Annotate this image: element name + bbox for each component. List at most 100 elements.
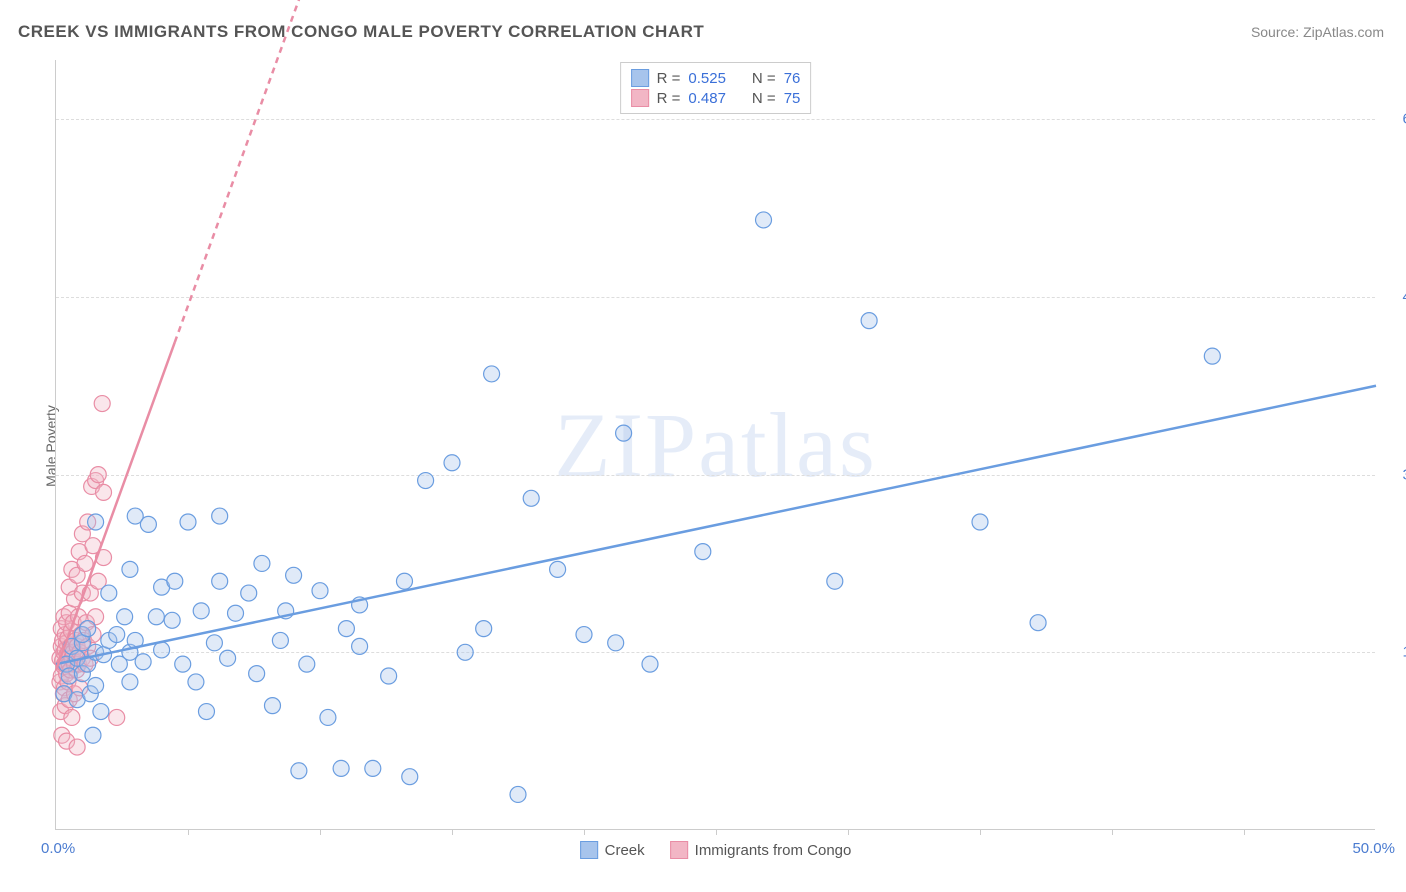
scatter-svg (56, 60, 1375, 829)
data-point (188, 674, 204, 690)
data-point (972, 514, 988, 530)
legend-r-value: 0.525 (688, 70, 726, 87)
x-tick-mark (848, 829, 849, 835)
legend-series-label: Immigrants from Congo (695, 842, 852, 859)
data-point (695, 544, 711, 560)
data-point (96, 484, 112, 500)
data-point (312, 583, 328, 599)
legend-swatch (580, 841, 598, 859)
legend-n-value: 75 (784, 90, 801, 107)
data-point (90, 467, 106, 483)
data-point (88, 514, 104, 530)
x-tick-mark (980, 829, 981, 835)
source-attribution: Source: ZipAtlas.com (1251, 24, 1384, 40)
legend-n-label: N = (752, 90, 776, 107)
data-point (642, 656, 658, 672)
data-point (193, 603, 209, 619)
data-point (1030, 615, 1046, 631)
trend-line-extrapolated (175, 0, 320, 342)
data-point (365, 760, 381, 776)
data-point (861, 313, 877, 329)
data-point (476, 621, 492, 637)
data-point (241, 585, 257, 601)
data-point (198, 704, 214, 720)
data-point (608, 635, 624, 651)
data-point (228, 605, 244, 621)
data-point (148, 609, 164, 625)
correlation-legend: R = 0.525 N = 76 R = 0.487 N = 75 (620, 62, 812, 114)
legend-n-value: 76 (784, 70, 801, 87)
data-point (264, 698, 280, 714)
x-tick-mark (1112, 829, 1113, 835)
trend-line (56, 386, 1376, 664)
data-point (756, 212, 772, 228)
data-point (180, 514, 196, 530)
x-tick-mark (1244, 829, 1245, 835)
x-tick-mark (584, 829, 585, 835)
x-tick-mark (320, 829, 321, 835)
data-point (175, 656, 191, 672)
data-point (212, 573, 228, 589)
data-point (249, 666, 265, 682)
legend-item: Immigrants from Congo (670, 841, 852, 859)
legend-series-label: Creek (605, 842, 645, 859)
data-point (220, 650, 236, 666)
y-tick-label: 30.0% (1385, 466, 1406, 483)
data-point (254, 555, 270, 571)
data-point (523, 490, 539, 506)
data-point (418, 473, 434, 489)
x-axis-min-label: 0.0% (41, 840, 75, 857)
data-point (396, 573, 412, 589)
x-tick-mark (716, 829, 717, 835)
data-point (299, 656, 315, 672)
data-point (109, 709, 125, 725)
legend-item: Creek (580, 841, 645, 859)
data-point (101, 585, 117, 601)
data-point (94, 396, 110, 412)
y-tick-label: 15.0% (1385, 644, 1406, 661)
data-point (272, 632, 288, 648)
y-tick-label: 60.0% (1385, 111, 1406, 128)
data-point (402, 769, 418, 785)
x-axis-max-label: 50.0% (1352, 840, 1395, 857)
legend-r-value: 0.487 (688, 90, 726, 107)
data-point (80, 621, 96, 637)
data-point (69, 739, 85, 755)
data-point (109, 627, 125, 643)
data-point (122, 561, 138, 577)
data-point (206, 635, 222, 651)
series-legend: Creek Immigrants from Congo (580, 841, 852, 859)
legend-row: R = 0.487 N = 75 (631, 89, 801, 107)
data-point (1204, 348, 1220, 364)
data-point (510, 786, 526, 802)
data-point (85, 727, 101, 743)
data-point (333, 760, 349, 776)
data-point (291, 763, 307, 779)
data-point (117, 609, 133, 625)
data-point (140, 516, 156, 532)
data-point (77, 555, 93, 571)
data-point (457, 644, 473, 660)
data-point (64, 709, 80, 725)
x-tick-mark (188, 829, 189, 835)
data-point (164, 612, 180, 628)
data-point (352, 638, 368, 654)
data-point (576, 627, 592, 643)
data-point (484, 366, 500, 382)
y-tick-label: 45.0% (1385, 288, 1406, 305)
data-point (122, 674, 138, 690)
legend-row: R = 0.525 N = 76 (631, 69, 801, 87)
legend-r-label: R = (657, 90, 681, 107)
data-point (381, 668, 397, 684)
data-point (444, 455, 460, 471)
data-point (338, 621, 354, 637)
data-point (286, 567, 302, 583)
legend-swatch (631, 89, 649, 107)
data-point (550, 561, 566, 577)
x-tick-mark (452, 829, 453, 835)
chart-title: CREEK VS IMMIGRANTS FROM CONGO MALE POVE… (18, 22, 704, 42)
data-point (167, 573, 183, 589)
data-point (320, 709, 336, 725)
plot-area: ZIPatlas 15.0%30.0%45.0%60.0% R = 0.525 … (55, 60, 1375, 830)
legend-swatch (631, 69, 649, 87)
